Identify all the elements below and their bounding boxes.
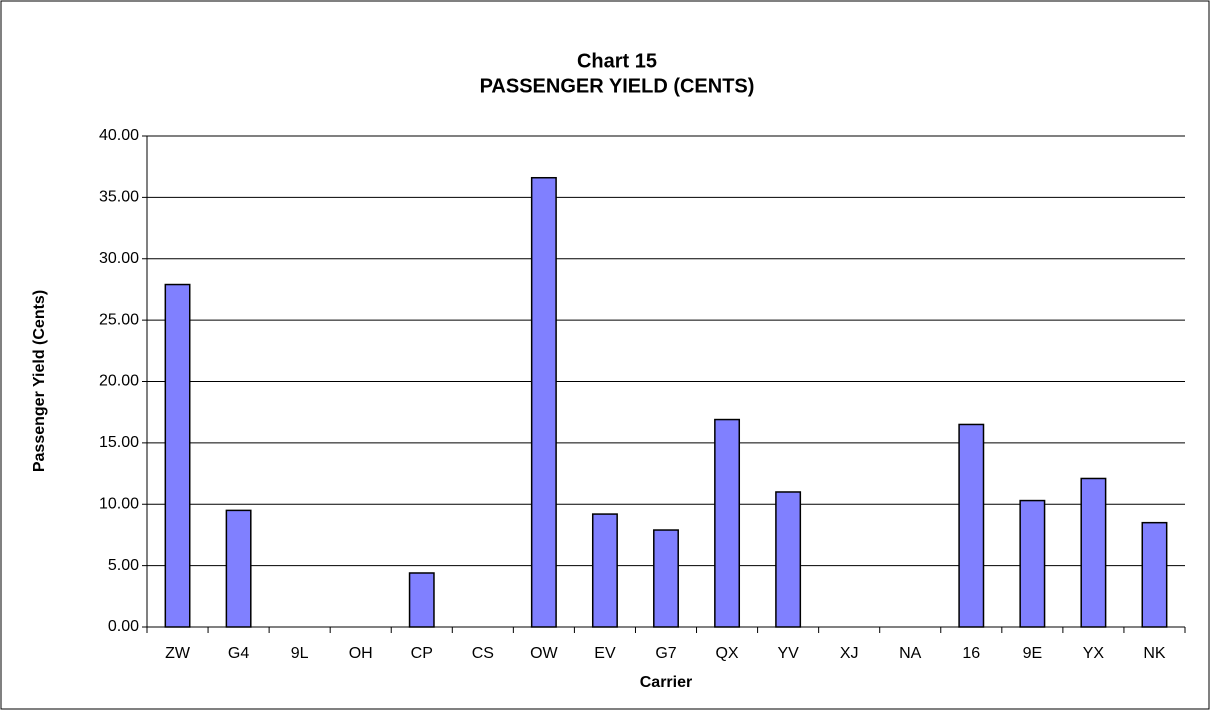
bar (1019, 499, 1046, 628)
y-tick-label: 5.00 (108, 557, 139, 574)
x-tick-label: G4 (228, 645, 249, 662)
x-tick-label: NA (899, 645, 922, 662)
y-tick-label: 30.00 (99, 250, 139, 267)
x-tick-label: OW (530, 645, 558, 662)
bar (714, 418, 741, 628)
chart-title: Chart 15 (577, 50, 657, 72)
x-tick-label: EV (594, 645, 616, 662)
x-tick-label: YX (1083, 645, 1105, 662)
bar (225, 509, 252, 628)
y-tick-label: 10.00 (99, 495, 139, 512)
x-tick-label: QX (715, 645, 738, 662)
x-tick-label: ZW (165, 645, 191, 662)
y-tick-label: 0.00 (108, 618, 139, 635)
y-axis-title: Passenger Yield (Cents) (31, 290, 48, 472)
y-tick-label: 20.00 (99, 373, 139, 390)
bar (958, 423, 985, 628)
y-tick-label: 40.00 (99, 127, 139, 144)
x-tick-label: OH (349, 645, 373, 662)
x-tick-label: CS (472, 645, 494, 662)
bar (591, 513, 618, 628)
x-tick-label: XJ (840, 645, 859, 662)
bar (530, 176, 557, 628)
x-tick-label: 9E (1023, 645, 1043, 662)
bar (775, 491, 802, 628)
x-tick-label: G7 (655, 645, 676, 662)
bar (653, 529, 679, 628)
y-tick-label: 25.00 (99, 311, 139, 328)
chart-subtitle: PASSENGER YIELD (CENTS) (480, 75, 755, 97)
bar (1080, 477, 1107, 628)
x-axis-title: Carrier (640, 674, 692, 691)
bar (164, 283, 191, 628)
x-tick-label: YV (777, 645, 799, 662)
bar (408, 572, 435, 628)
x-tick-label: 16 (962, 645, 980, 662)
y-tick-label: 35.00 (99, 189, 139, 206)
x-tick-label: 9L (291, 645, 309, 662)
x-tick-label: CP (411, 645, 433, 662)
y-tick-label: 15.00 (99, 434, 139, 451)
x-tick-label: NK (1143, 645, 1166, 662)
bar (1141, 521, 1168, 628)
